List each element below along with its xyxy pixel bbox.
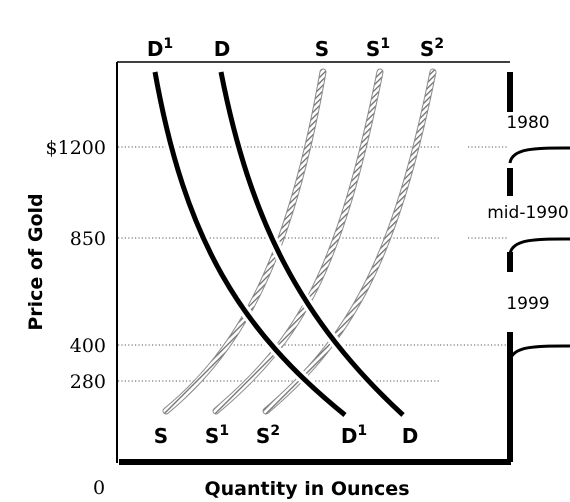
y-tick-label: 850 xyxy=(70,228,106,250)
curve-label-bottom-s: S xyxy=(154,424,168,448)
period-label: 1980 xyxy=(506,113,549,133)
demand-curve-d xyxy=(218,71,405,417)
curve-label-bottom-s2: S2 xyxy=(256,423,280,448)
curve-label-top-s1: S1 xyxy=(366,36,390,61)
supply-curve-s-hatch xyxy=(163,69,326,414)
bracket-brace xyxy=(508,344,570,362)
period-brackets: 1980 mid-1990 1999 xyxy=(487,72,570,462)
x-axis-title: Quantity in Ounces xyxy=(204,478,409,500)
curve-label-top-d: D xyxy=(214,37,231,61)
origin-label: 0 xyxy=(93,477,105,499)
supply-curve-s xyxy=(162,68,327,415)
y-tick-label: $1200 xyxy=(46,137,106,159)
supply-curves xyxy=(162,68,437,415)
curve-labels: D1 D1 D D S S S1 S1 S2 S2 xyxy=(147,36,444,448)
period-label: mid-1990 xyxy=(487,203,568,223)
curve-label-top-s: S xyxy=(315,37,329,61)
y-tick-label: 280 xyxy=(70,371,106,393)
demand-curves xyxy=(149,70,407,420)
bracket-brace xyxy=(508,146,570,164)
curve-label-top-s2: S2 xyxy=(420,36,444,61)
y-axis-title: Price of Gold xyxy=(25,193,47,330)
supply-curve-s1-hatch xyxy=(213,69,383,414)
curve-label-bottom-s1: S1 xyxy=(205,423,229,448)
y-tick-label: 400 xyxy=(70,335,106,357)
curve-label-bottom-d: D xyxy=(402,424,419,448)
curve-label-top-d1: D1 xyxy=(147,36,173,61)
demand-curve-d1 xyxy=(152,71,347,417)
bracket-brace xyxy=(508,237,570,255)
period-label: 1999 xyxy=(506,294,549,314)
price-tick-labels: $1200 850 400 280 xyxy=(46,137,106,393)
supply-curve-s2-hatch xyxy=(263,69,436,414)
curve-label-bottom-d1: D1 xyxy=(341,423,367,448)
